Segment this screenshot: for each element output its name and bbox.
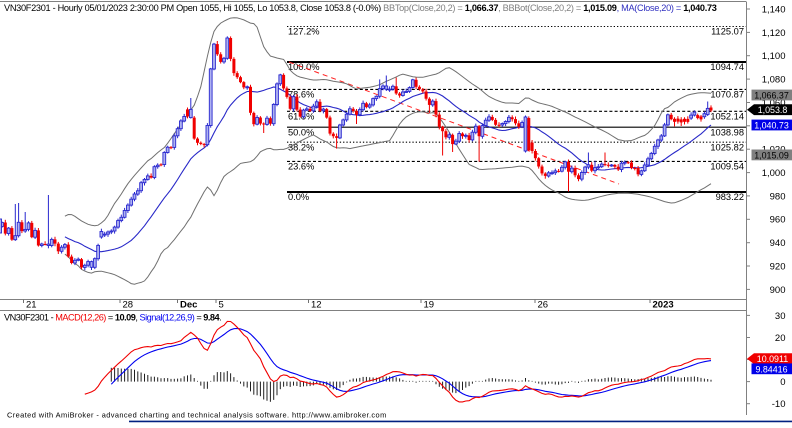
svg-text:VN30F2301 - MACD(12,26) = 10.0: VN30F2301 - MACD(12,26) = 10.09, Signal(… [4, 313, 221, 323]
svg-text:0.0%: 0.0% [288, 192, 309, 202]
svg-text:1,066.37: 1,066.37 [754, 91, 789, 101]
svg-text:1009.54: 1009.54 [710, 162, 744, 172]
svg-text:Created with AmiBroker - advan: Created with AmiBroker - advanced charti… [7, 411, 387, 420]
svg-text:1,100: 1,100 [762, 51, 786, 62]
svg-text:VN30F2301 - Hourly 05/01/2023: VN30F2301 - Hourly 05/01/2023 2:30:00 PM… [4, 3, 717, 13]
svg-text:1,040.73: 1,040.73 [754, 121, 789, 131]
svg-text:20: 20 [775, 333, 786, 344]
svg-text:38.2%: 38.2% [288, 142, 314, 152]
svg-text:21: 21 [26, 300, 37, 311]
svg-text:12: 12 [311, 300, 322, 311]
svg-text:19: 19 [424, 300, 435, 311]
svg-text:1052.14: 1052.14 [710, 112, 744, 122]
svg-text:26: 26 [538, 300, 549, 311]
svg-text:Dec: Dec [180, 300, 197, 311]
svg-text:1025.82: 1025.82 [710, 142, 744, 152]
svg-text:5: 5 [219, 300, 224, 311]
svg-text:9.84416: 9.84416 [755, 364, 787, 374]
svg-text:1038.98: 1038.98 [710, 127, 744, 137]
svg-text:0: 0 [780, 377, 785, 388]
svg-text:1,080: 1,080 [762, 75, 786, 86]
svg-text:23.6%: 23.6% [288, 162, 314, 172]
svg-text:940: 940 [770, 238, 786, 249]
svg-text:1070.87: 1070.87 [710, 90, 744, 100]
svg-text:1,015.09: 1,015.09 [754, 150, 789, 160]
svg-text:28: 28 [123, 300, 134, 311]
svg-text:1,120: 1,120 [762, 28, 786, 39]
svg-text:-10: -10 [772, 399, 786, 410]
svg-text:980: 980 [770, 191, 786, 202]
svg-text:900: 900 [770, 285, 786, 296]
svg-text:960: 960 [770, 215, 786, 226]
svg-text:2023: 2023 [653, 300, 674, 311]
svg-text:30: 30 [775, 311, 786, 322]
svg-text:920: 920 [770, 261, 786, 272]
svg-text:983.22: 983.22 [716, 192, 744, 202]
svg-text:10.0911: 10.0911 [757, 354, 788, 364]
svg-text:127.2%: 127.2% [288, 27, 320, 37]
svg-text:1094.74: 1094.74 [710, 62, 744, 72]
svg-text:1,053.8: 1,053.8 [758, 105, 788, 115]
svg-text:1,140: 1,140 [762, 4, 786, 15]
svg-text:1,000: 1,000 [762, 168, 786, 179]
svg-text:1125.07: 1125.07 [711, 27, 744, 37]
